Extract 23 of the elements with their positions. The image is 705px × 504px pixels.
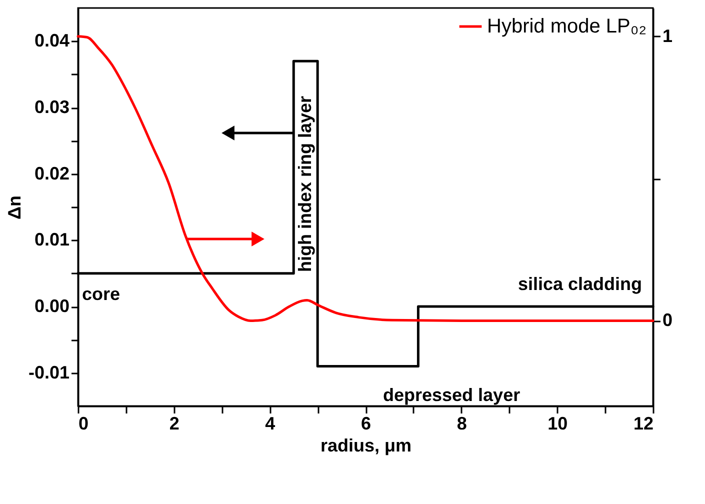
annotation: high index ring layer bbox=[295, 96, 315, 272]
x-tick-label: 10 bbox=[548, 414, 568, 434]
x-tick-label: 4 bbox=[265, 414, 276, 434]
annotation: silica cladding bbox=[518, 274, 642, 294]
y-tick-label: 0.01 bbox=[34, 230, 70, 250]
x-tick-label: 8 bbox=[456, 414, 467, 434]
y-tick-label: 0.00 bbox=[34, 296, 70, 316]
line-series bbox=[76, 35, 654, 322]
x-tick-label: 12 bbox=[633, 414, 654, 434]
y-tick-label: 0.04 bbox=[34, 30, 70, 51]
x-tick-label: 2 bbox=[169, 414, 180, 434]
legend-label: Hybrid mode LP₀₂ bbox=[487, 16, 646, 38]
x-tick-label: 6 bbox=[360, 414, 372, 434]
annotation: core bbox=[82, 284, 120, 304]
y-tick-label: 0.03 bbox=[34, 97, 70, 117]
x-axis-title: radius, μm bbox=[320, 436, 412, 456]
x-tick-label: 0 bbox=[78, 414, 89, 434]
y-axis-title: Δn bbox=[4, 196, 24, 220]
y2-tick-label: 0 bbox=[662, 310, 673, 330]
y2-tick-label: 1 bbox=[662, 26, 673, 46]
y-tick-label: -0.01 bbox=[28, 362, 70, 382]
annotation: depressed layer bbox=[383, 385, 520, 405]
y-tick-label: 0.02 bbox=[34, 163, 70, 184]
